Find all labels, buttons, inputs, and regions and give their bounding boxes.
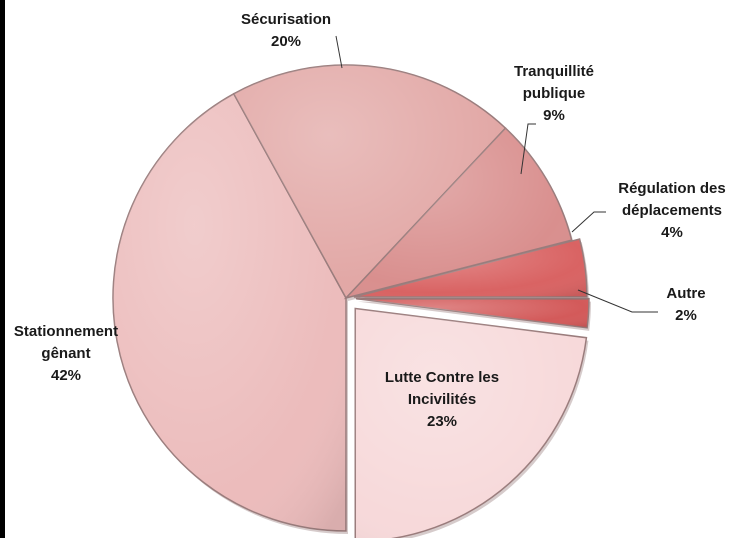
slice-category-label: publique [523,85,586,102]
slice-value-label: 42% [51,367,81,384]
slice-value-label: 20% [271,33,301,50]
labels-layer: Autre 2% Lutte Contre les Incivilités 23% Sta… [14,11,726,430]
pie-slice-gloss [355,298,589,328]
pie-slice-gloss [355,308,587,538]
slice-category-label: Tranquillité [514,63,594,80]
leader-line [335,35,343,69]
pie-slice-5 [343,127,574,301]
pie-slice-2 [354,307,589,538]
pie-slice-gloss [233,65,506,299]
slice-category-label: Incivilités [408,391,476,408]
slice-value-label: 9% [543,107,565,124]
left-edge-bar [0,0,5,538]
slice-category-label: gênant [41,345,90,362]
pie-slice-gloss [346,128,572,298]
leader-line [571,211,606,233]
pie-slice-4 [232,64,508,302]
slice-category-label: déplacements [622,202,722,219]
pie-slice-3 [112,92,349,534]
slices-layer [112,64,591,538]
pie-slice-gloss [112,93,347,531]
slice-category-label: Sécurisation [241,11,331,28]
slice-value-label: 2% [675,307,697,324]
slice-category-label: Régulation des [618,180,726,197]
slice-value-label: 23% [427,413,457,430]
pie-slice-1 [355,297,591,331]
leader-lines-layer [335,35,658,313]
slice-value-label: 4% [661,224,683,241]
leader-line [577,289,658,313]
slice-category-label: Autre [666,285,705,302]
slice-category-label: Lutte Contre les [385,369,499,386]
pie-slice-gloss [353,239,587,297]
slice-category-label: Stationnement [14,323,118,340]
leader-line [520,123,536,175]
pie-slice-6 [353,238,589,300]
